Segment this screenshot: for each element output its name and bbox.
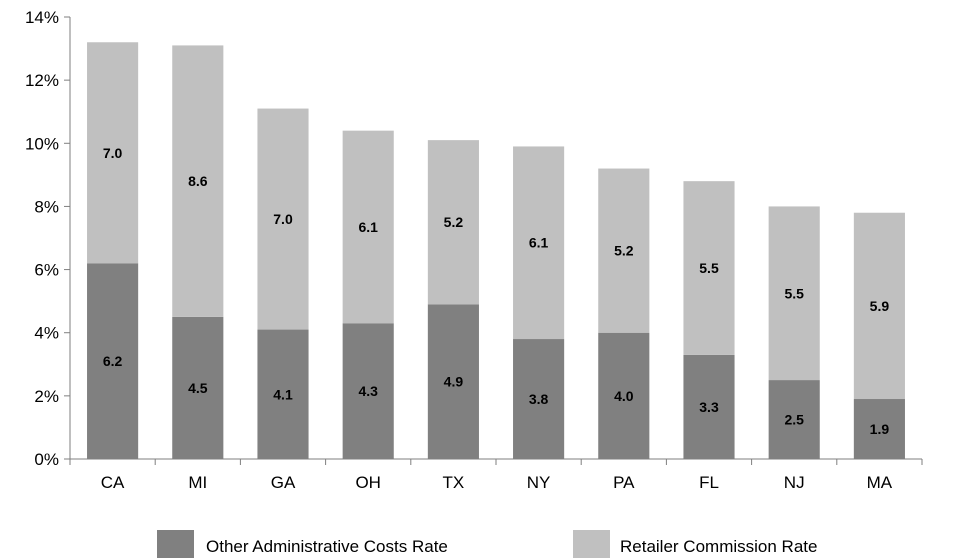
legend-label-series-0: Other Administrative Costs Rate xyxy=(206,537,448,556)
bar-ny-series-0 xyxy=(513,339,565,459)
x-tick-label-pa: PA xyxy=(613,473,635,492)
x-tick-label-oh: OH xyxy=(355,473,381,492)
legend-label-series-1: Retailer Commission Rate xyxy=(620,537,817,556)
bar-ca-series-1 xyxy=(87,42,139,264)
data-label-tx-series-1: 5.2 xyxy=(444,214,464,230)
axes-group xyxy=(64,16,923,465)
data-label-nj-series-1: 5.5 xyxy=(784,285,804,301)
x-tick-label-nj: NJ xyxy=(784,473,805,492)
legend: Other Administrative Costs Rate Retailer … xyxy=(157,530,817,558)
data-label-ny-series-0: 3.8 xyxy=(529,391,549,407)
data-label-mi-series-0: 4.5 xyxy=(188,380,208,396)
y-tick-label: 14% xyxy=(25,8,59,27)
bar-fl-series-1 xyxy=(683,181,735,355)
data-label-ga-series-1: 7.0 xyxy=(273,211,293,227)
bar-ma-series-0 xyxy=(853,399,905,459)
bar-ma-series-1 xyxy=(853,212,905,400)
data-label-ny-series-1: 6.1 xyxy=(529,235,549,251)
data-label-oh-series-0: 4.3 xyxy=(358,383,378,399)
x-tick-label-fl: FL xyxy=(699,473,719,492)
y-tick-label: 10% xyxy=(25,134,59,153)
legend-swatch-series-0 xyxy=(157,530,194,558)
data-label-oh-series-1: 6.1 xyxy=(358,219,378,235)
data-label-mi-series-1: 8.6 xyxy=(188,173,208,189)
x-tick-label-ca: CA xyxy=(101,473,125,492)
bar-mi-series-0 xyxy=(172,316,224,459)
bar-nj-series-0 xyxy=(768,380,820,459)
legend-swatch-series-1 xyxy=(573,530,610,558)
x-tick-label-tx: TX xyxy=(443,473,465,492)
x-tick-label-ny: NY xyxy=(527,473,551,492)
bar-ca-series-0 xyxy=(87,263,139,459)
data-label-pa-series-1: 5.2 xyxy=(614,243,634,259)
bar-pa-series-1 xyxy=(598,168,650,333)
bar-mi-series-1 xyxy=(172,45,224,317)
bar-oh-series-0 xyxy=(342,323,394,459)
bar-oh-series-1 xyxy=(342,130,394,324)
bar-fl-series-0 xyxy=(683,354,735,459)
y-tick-label: 6% xyxy=(34,261,59,280)
data-label-ca-series-0: 6.2 xyxy=(103,353,123,369)
y-tick-label: 4% xyxy=(34,324,59,343)
data-label-nj-series-0: 2.5 xyxy=(784,412,804,428)
y-tick-label: 2% xyxy=(34,387,59,406)
labels-group: 6.2 7.0 CA 4.5 8.6 MI 4.1 7.0 GA 4.3 6.1 OH 4.9 5.2 TX… xyxy=(25,8,893,492)
y-tick-label: 8% xyxy=(34,197,59,216)
bar-ga-series-0 xyxy=(257,329,309,459)
x-tick-label-mi: MI xyxy=(188,473,207,492)
bar-tx-series-1 xyxy=(427,140,479,305)
x-tick-label-ga: GA xyxy=(271,473,296,492)
data-label-ga-series-0: 4.1 xyxy=(273,386,293,402)
bar-pa-series-0 xyxy=(598,332,650,459)
data-label-fl-series-1: 5.5 xyxy=(699,260,719,276)
bar-nj-series-1 xyxy=(768,206,820,381)
y-tick-label: 0% xyxy=(34,450,59,469)
y-tick-label: 12% xyxy=(25,71,59,90)
bar-tx-series-0 xyxy=(427,304,479,459)
x-tick-label-ma: MA xyxy=(867,473,893,492)
data-label-tx-series-0: 4.9 xyxy=(444,374,464,390)
bars-group xyxy=(87,42,905,459)
data-label-ma-series-0: 1.9 xyxy=(870,421,890,437)
data-label-pa-series-0: 4.0 xyxy=(614,388,634,404)
bar-ny-series-1 xyxy=(513,146,565,340)
data-label-fl-series-0: 3.3 xyxy=(699,399,719,415)
data-label-ma-series-1: 5.9 xyxy=(870,298,890,314)
data-label-ca-series-1: 7.0 xyxy=(103,145,123,161)
bar-ga-series-1 xyxy=(257,108,309,330)
